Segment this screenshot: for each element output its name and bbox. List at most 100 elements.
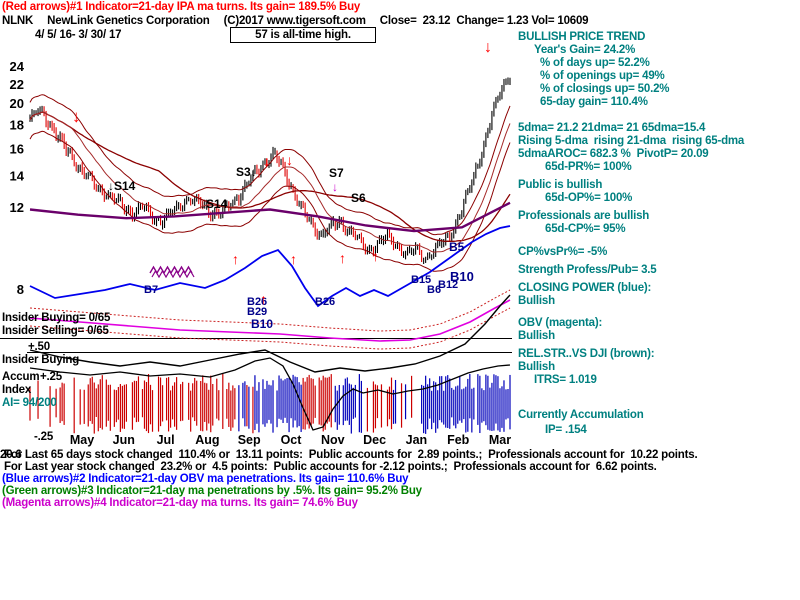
signal-label: ↓S14: [200, 197, 228, 211]
long-ma-line: [29, 201, 511, 233]
signal-arrow: ↑: [372, 248, 379, 264]
month-label: Oct: [281, 433, 303, 447]
signal-label: B5: [449, 240, 465, 254]
footer-year-summary: For Last year stock changed 23.2% or 4.5…: [4, 461, 657, 473]
signal-label: S6: [351, 191, 366, 205]
analysis-line: BULLISH PRICE TREND: [518, 31, 646, 43]
signal-arrow: ↓: [332, 180, 338, 194]
signal-label: B15: [411, 274, 431, 286]
signal-label: B7: [144, 284, 158, 296]
signal-label: S7: [329, 166, 344, 180]
signal-arrow: ↓: [286, 152, 293, 168]
obv-line: [29, 299, 511, 342]
month-label: Dec: [363, 433, 386, 447]
blue-arrows-indicator-line: (Blue arrows)#2 Indicator=21-day OBV ma …: [2, 473, 409, 485]
footer-overlay-value: 20.6: [0, 449, 22, 461]
month-label: Aug: [195, 433, 219, 447]
price-axis-tick: 18: [10, 117, 24, 132]
magenta-arrows-indicator-line: (Magenta arrows)#4 Indicator=21-day ma t…: [2, 497, 358, 509]
all-time-high-callout: 57 is all-time high.: [230, 27, 376, 43]
accum-scale-minus25: -.25: [34, 431, 54, 443]
month-label: Nov: [321, 433, 345, 447]
price-axis-tick: 24: [10, 59, 25, 74]
analysis-line: REL.STR..VS DJI (brown):: [518, 348, 655, 360]
price-axis-tick: 8: [17, 282, 24, 297]
price-axis-tick: 14: [10, 168, 25, 183]
analysis-line: Bullish: [518, 361, 555, 373]
analysis-line: Public is bullish: [518, 179, 603, 191]
analysis-line: 5dmaAROC= 682.3 % PivotP= 20.09: [518, 148, 709, 160]
signal-label: ↓S14: [108, 179, 136, 193]
signal-label: B12: [438, 279, 458, 291]
copyright-text: (C)2017 www.tigersoft.com: [223, 15, 366, 27]
analysis-line: 65d-CP%= 95%: [545, 223, 626, 235]
accum-envelope-line: [29, 357, 511, 431]
price-axis-tick: 22: [10, 77, 24, 92]
rel-strength-line: [29, 294, 511, 373]
insider-selling-label: Insider Selling= 0/65: [2, 325, 109, 337]
analysis-line: ITRS= 1.019: [534, 374, 597, 386]
signal-label: B6: [427, 284, 441, 296]
analysis-line: 5dma= 21.2 21dma= 21 65dma=15.4: [518, 122, 706, 134]
month-label: Jul: [157, 433, 175, 447]
analysis-line: % of openings up= 49%: [540, 70, 665, 82]
price-axis-tick: 20: [10, 96, 24, 111]
month-label: Jan: [406, 433, 428, 447]
analysis-line: 65d-PR%= 100%: [545, 161, 632, 173]
green-arrows-indicator-line: (Green arrows)#3 Indicator=21-day ma pen…: [2, 485, 422, 497]
month-label: Jun: [113, 433, 135, 447]
analysis-line: Bullish: [518, 295, 555, 307]
signal-arrow: ↑: [232, 251, 239, 267]
analysis-line: OBV (magenta):: [518, 317, 603, 329]
analysis-line: CP%vsPr%= -5%: [518, 246, 608, 258]
signal-arrow: ↓: [72, 107, 81, 126]
signal-label: S3↓: [236, 165, 257, 179]
signal-arrow: ↑: [339, 250, 346, 266]
signal-label: B26: [247, 296, 267, 308]
header-quote-row: NLNK NewLink Genetics Corporation (C)201…: [2, 15, 589, 27]
ma21-line: [29, 111, 511, 253]
signal-label: B10: [450, 269, 474, 284]
month-label: Mar: [489, 433, 511, 447]
ma65-line: [29, 111, 511, 242]
signal-arrow: ↓: [263, 153, 270, 169]
signal-label: B10: [251, 317, 273, 331]
insider-buying-label: Insider Buying= 0/65: [2, 312, 111, 324]
purple-zigzag-marks: [151, 269, 195, 279]
price-axis-tick: 16: [10, 141, 24, 156]
month-label: Feb: [447, 433, 470, 447]
obv-upper-dotted: [29, 289, 511, 332]
analysis-line: 65d-OP%= 100%: [545, 192, 633, 204]
signal-label: B26: [315, 296, 335, 308]
analysis-line: 65-day gain= 110.4%: [540, 96, 648, 108]
analysis-line: Strength Profess/Pub= 3.5: [518, 264, 657, 276]
signal-arrow: ↑: [260, 291, 267, 307]
analysis-line: Currently Accumulation: [518, 409, 644, 421]
signal-arrow: ↓: [484, 39, 492, 56]
index-label: Index: [2, 384, 32, 396]
lower-band-line: [29, 130, 511, 272]
analysis-line: IP= .154: [545, 424, 587, 436]
quote-summary: Close= 23.12 Change= 1.23 Vol= 10609: [379, 15, 589, 27]
month-label: Sep: [238, 433, 261, 447]
accumulation-index-value: AI= 94/200: [2, 397, 57, 409]
analysis-line: Bullish: [518, 330, 555, 342]
date-range: 4/ 5/ 16- 3/ 30/ 17: [35, 29, 122, 41]
analysis-line: Year's Gain= 24.2%: [534, 44, 636, 56]
red-arrows-indicator-banner: (Red arrows)#1 Indicator=21-day IPA ma t…: [2, 1, 361, 13]
analysis-line: % of closings up= 50.2%: [540, 83, 670, 95]
closing-power-line: [29, 225, 511, 308]
accum-scale-plus50: +.50: [28, 341, 50, 353]
insider-buying-section-label: Insider Buying: [2, 354, 80, 366]
obv-lower-dotted: [29, 307, 511, 350]
analysis-line: Rising 5-dma rising 21-dma rising 65-dma: [518, 135, 745, 147]
signal-label: B29: [247, 306, 267, 318]
ticker-symbol: NLNK: [2, 15, 34, 27]
company-name: NewLink Genetics Corporation: [47, 15, 210, 27]
footer-65day-summary: For Last 65 days stock changed 110.4% or…: [4, 449, 698, 461]
analysis-line: % of days up= 52.2%: [540, 57, 650, 69]
accum-scale-plus25: +.25: [40, 371, 62, 383]
analysis-line: Professionals are bullish: [518, 210, 650, 222]
